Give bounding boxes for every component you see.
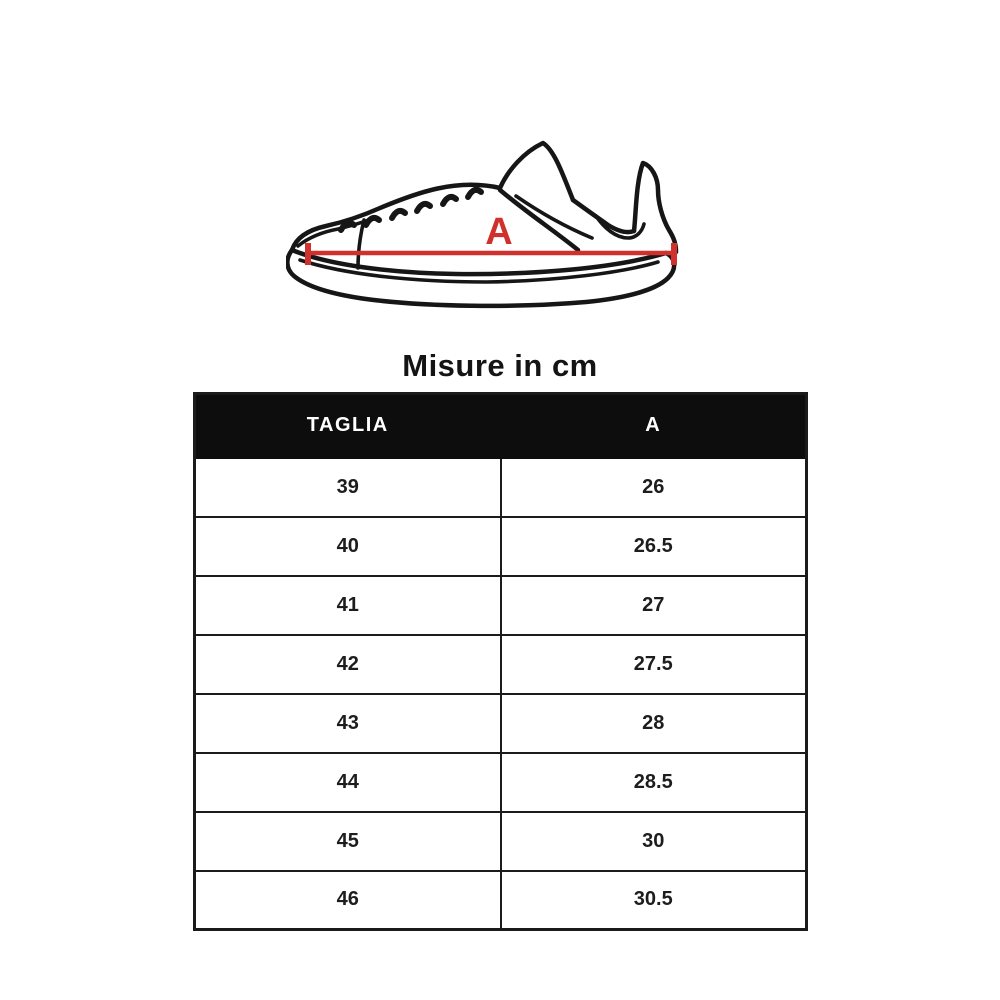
laces — [338, 186, 484, 233]
sneaker-illustration: A — [286, 140, 679, 309]
size-table-body: 39 26 40 26.5 41 27 42 27.5 43 28 44 28.… — [193, 456, 808, 931]
sole-top-seam — [289, 247, 669, 277]
table-row: 40 26.5 — [193, 515, 808, 577]
cell-measure: 28.5 — [499, 751, 808, 813]
cell-measure: 30 — [499, 810, 808, 872]
cell-measure: 28 — [499, 692, 808, 754]
table-row: 41 27 — [193, 574, 808, 636]
table-row: 39 26 — [193, 456, 808, 518]
table-row: 45 30 — [193, 810, 808, 872]
sole-inner-seam — [298, 258, 660, 284]
page-title: Misure in cm — [402, 348, 598, 383]
col-header-taglia: TAGLIA — [193, 392, 502, 459]
cell-size: 41 — [193, 574, 502, 636]
heel-tab-and-back — [631, 160, 679, 255]
cell-measure: 27.5 — [499, 633, 808, 695]
vamp-seam — [356, 218, 366, 270]
cell-size: 39 — [193, 456, 502, 518]
table-row: 43 28 — [193, 692, 808, 754]
quarter-panel-line-1 — [497, 187, 581, 253]
tongue-outline — [497, 140, 576, 203]
col-header-a: A — [499, 392, 808, 459]
measurement-label-a: A — [485, 211, 512, 253]
cell-measure: 27 — [499, 574, 808, 636]
sneaker-figure: A — [286, 126, 686, 316]
cell-size: 46 — [193, 869, 502, 931]
cell-size: 40 — [193, 515, 502, 577]
cell-measure: 26 — [499, 456, 808, 518]
size-table-header: TAGLIA A — [193, 392, 808, 459]
table-row: 46 30.5 — [193, 869, 808, 931]
quarter-panel-line-2 — [514, 194, 594, 240]
cell-size: 45 — [193, 810, 502, 872]
table-row: 44 28.5 — [193, 751, 808, 813]
sole-bottom-outline — [286, 247, 677, 309]
cell-measure: 30.5 — [499, 869, 808, 931]
heel-counter-wave — [594, 214, 646, 240]
table-row: 42 27.5 — [193, 633, 808, 695]
cell-size: 44 — [193, 751, 502, 813]
size-table: TAGLIA A 39 26 40 26.5 41 27 42 27.5 43 — [193, 392, 808, 931]
cell-size: 42 — [193, 633, 502, 695]
cell-size: 43 — [193, 692, 502, 754]
toe-and-eyestay-outline — [289, 182, 503, 253]
collar-line — [570, 197, 637, 235]
measurement-annotation: A — [305, 211, 677, 265]
cell-measure: 26.5 — [499, 515, 808, 577]
header-row: TAGLIA A — [193, 392, 808, 459]
